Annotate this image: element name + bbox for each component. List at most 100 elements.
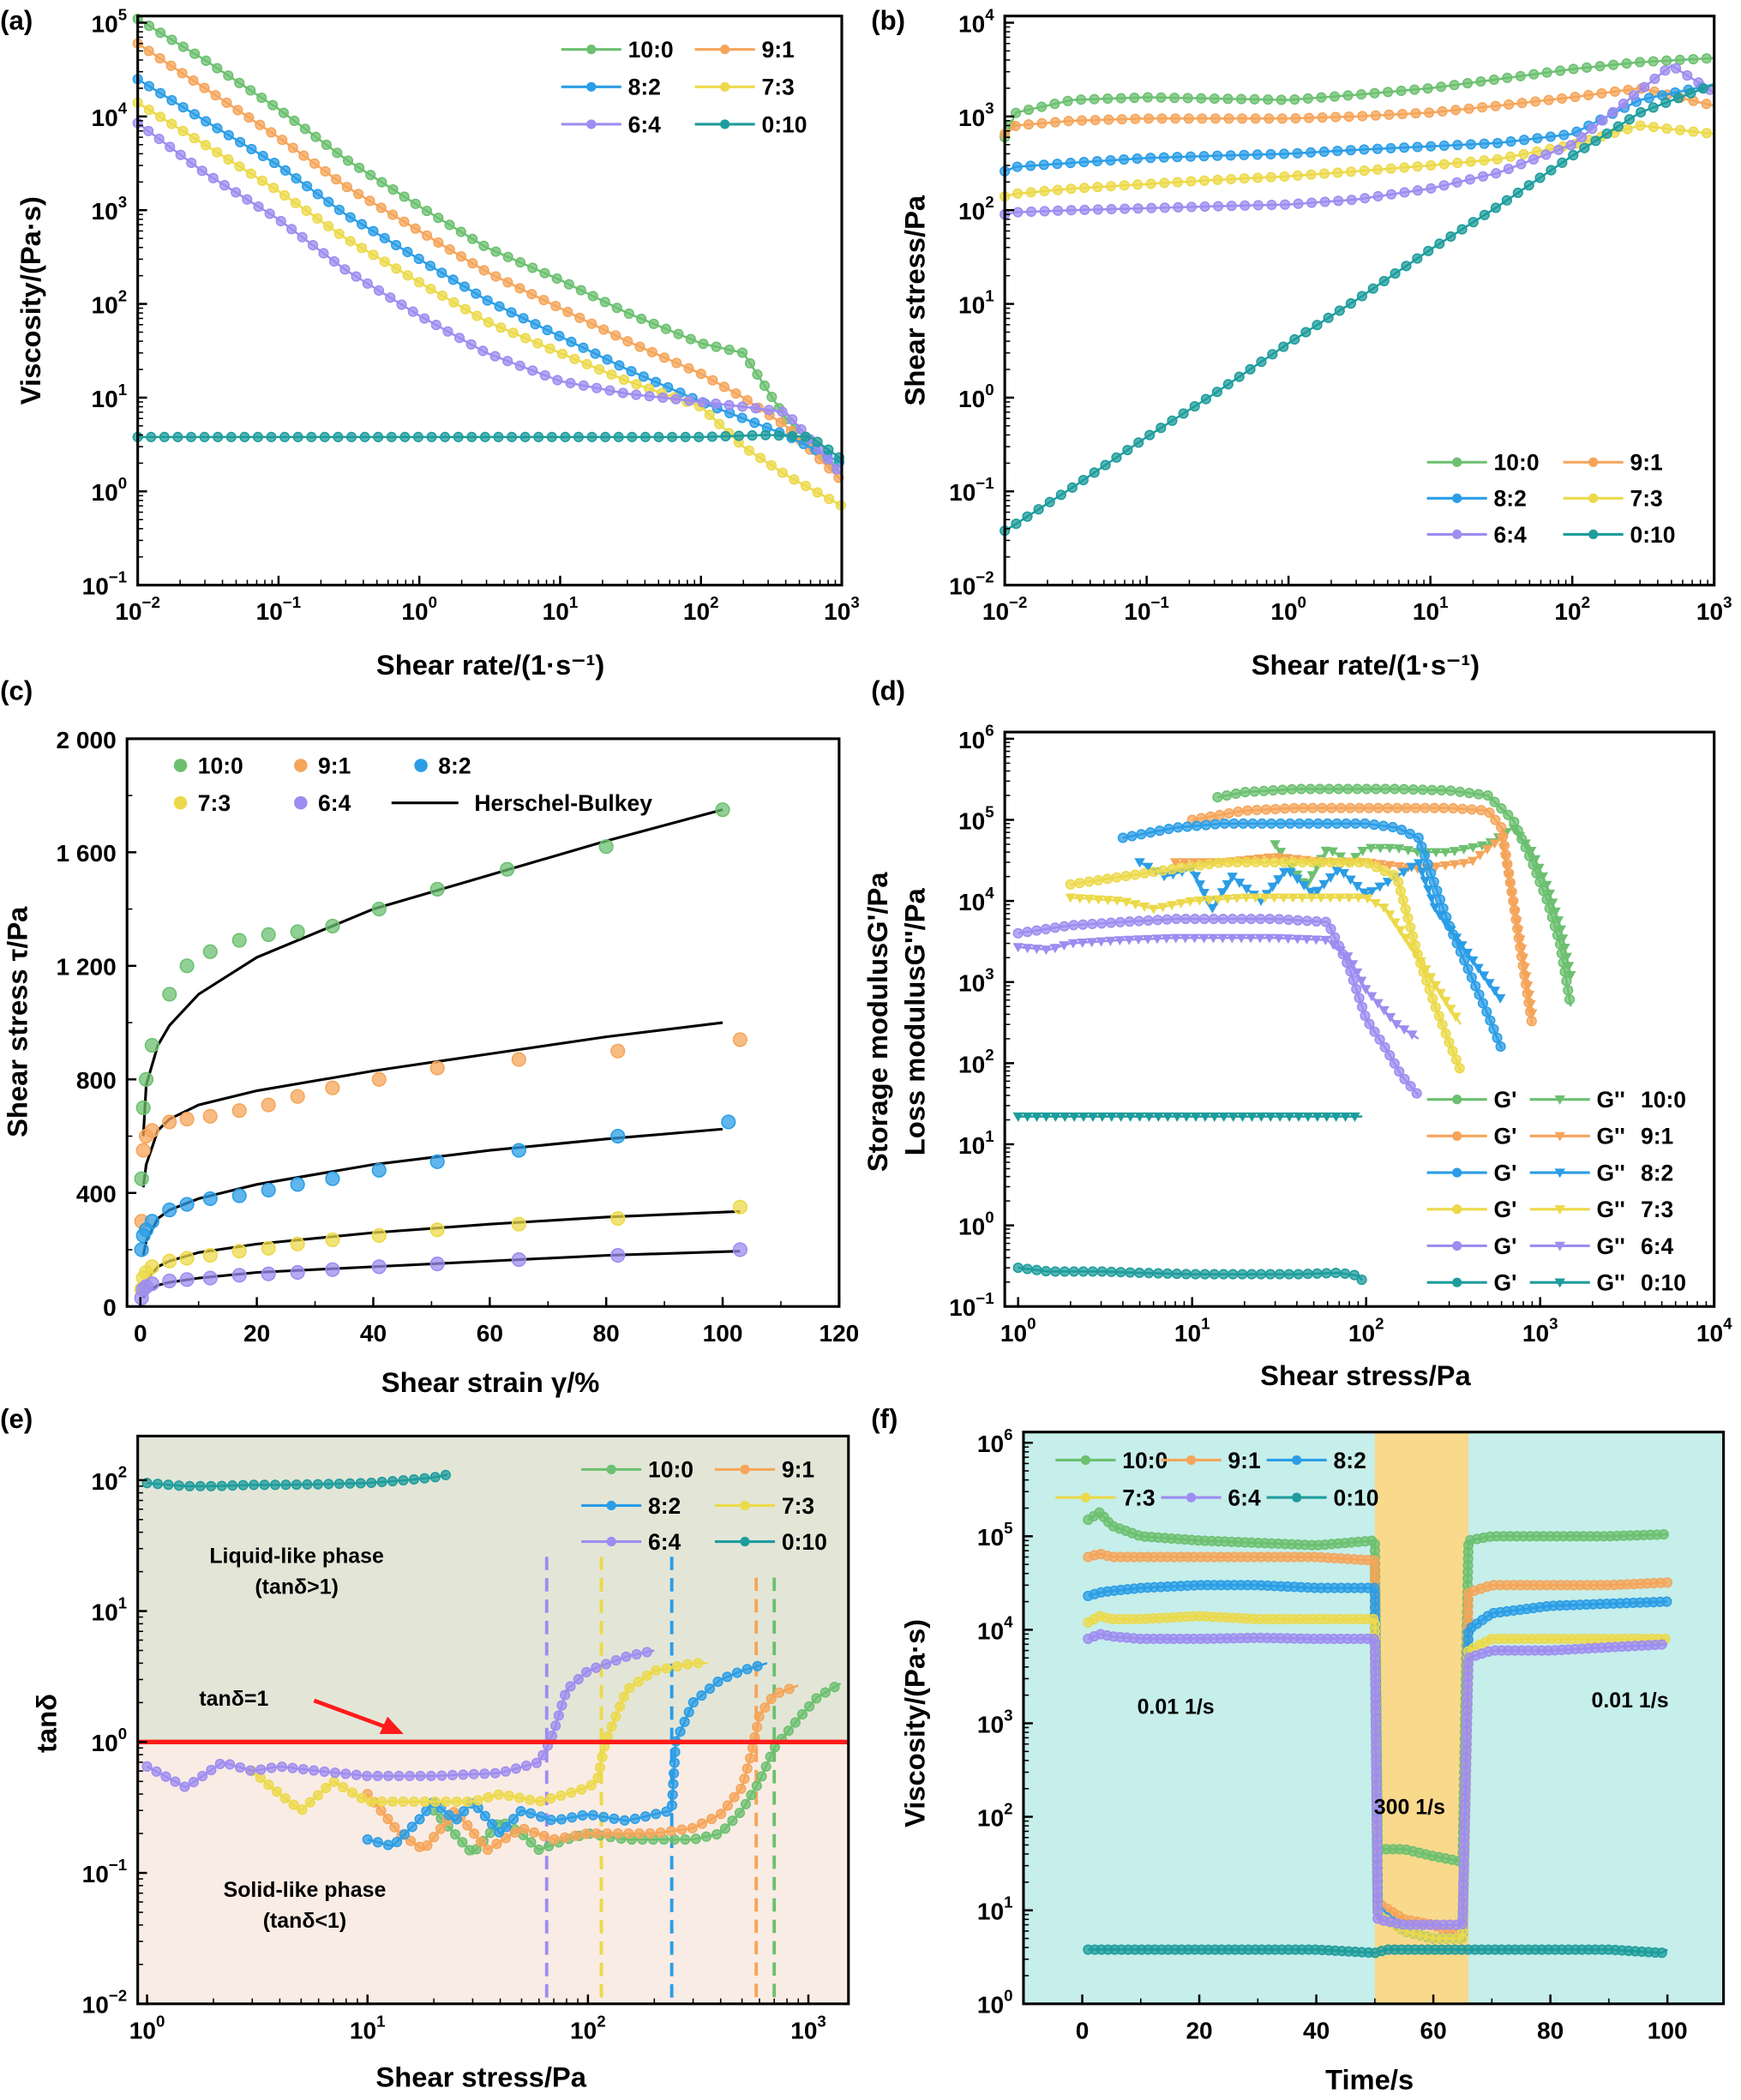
data-point [1279,199,1291,210]
data-point [1458,844,1469,855]
data-point [576,1784,587,1795]
legend-label: 7:3 [1630,486,1663,512]
data-point [1219,818,1230,829]
data-point [321,139,332,151]
data-point [560,431,571,442]
data-point [535,1811,547,1822]
legend: 10:0 9:1 8:27:3 6:4 Herschel-Bulkey [173,753,652,816]
data-point [723,399,735,411]
data-point [1451,177,1462,188]
data-point [351,271,362,282]
tick-exponent: 2 [118,286,127,304]
data-point [1412,161,1423,172]
data-point [1515,935,1526,945]
data-point [482,1844,494,1855]
tick-exponent: 2 [1375,1315,1384,1333]
data-point [633,1827,645,1839]
legend-label: 7:3 [198,790,231,816]
data-point [602,1827,613,1839]
data-point [1550,907,1561,917]
data-point [1622,123,1633,135]
data-point [1055,489,1066,501]
data-point [1292,147,1303,159]
data-point [1385,142,1396,153]
plot-frame [1022,1431,1726,2006]
data-point [1477,171,1489,182]
tick-label: 100 [129,2012,165,2043]
data-point [1228,1269,1239,1280]
data-point [399,216,410,227]
data-point [1293,198,1304,209]
data-point [1489,839,1500,849]
x-axis-label: Shear stress/Pa [375,2061,586,2092]
data-point [189,109,200,120]
data-point [1561,952,1572,963]
data-point [399,191,410,202]
data-point [1148,904,1159,915]
data-point [1382,878,1394,887]
data-point [406,1821,417,1833]
data-point [1267,882,1278,892]
data-point [413,277,425,288]
data-point [1254,933,1266,944]
data-point [666,431,678,442]
data-point [1252,200,1264,211]
data-point [1485,1015,1496,1026]
data-point [1348,975,1359,986]
data-point [162,987,177,1002]
data-point [442,326,453,337]
data-point [450,1828,461,1840]
data-point [225,1759,236,1770]
legend-label: 7:3 [782,1493,814,1519]
data-point [1420,876,1431,886]
data-point [700,1831,712,1842]
data-point [753,1711,765,1722]
data-point [1217,933,1228,944]
data-point [1096,1112,1108,1122]
data-point [1012,188,1024,199]
annotation: tanδ=1 [199,1687,268,1711]
data-point [1401,802,1412,813]
data-point [373,285,385,297]
data-point [1379,783,1391,795]
data-point [1356,291,1367,302]
data-point [574,312,585,323]
data-point [1283,914,1294,926]
data-point [1059,941,1070,951]
data-point [612,1827,623,1839]
data-point [1102,873,1114,885]
data-point [581,1666,592,1677]
data-point [202,1270,218,1286]
data-point [1277,784,1288,795]
data-point [1022,944,1033,954]
data-point [162,1273,177,1289]
panel-label: (a) [0,5,33,35]
data-point [1516,98,1528,109]
data-point [741,1664,753,1675]
data-point [426,431,437,442]
data-point [1393,861,1405,872]
data-point [1283,1269,1294,1280]
data-point [621,1651,632,1662]
tick-exponent: 1 [1201,1315,1210,1333]
tick-label: 100 [703,1320,743,1347]
data-point [1033,504,1044,515]
data-point [138,1071,154,1087]
data-point [231,1103,247,1119]
data-point [1415,957,1426,967]
data-point [1384,1050,1396,1061]
data-point [1115,1267,1126,1278]
data-point [1479,138,1490,149]
data-point [670,393,681,405]
data-point [763,405,775,416]
data-point [1330,1112,1342,1122]
data-point [1587,123,1598,135]
data-point [1558,129,1570,141]
data-point [1423,885,1434,896]
data-point [509,1827,520,1838]
data-point [567,1812,578,1823]
x-axis-label: Shear strain γ/% [381,1366,600,1398]
data-point [1096,1266,1108,1277]
data-point [1086,938,1097,948]
data-point [1349,1112,1360,1122]
